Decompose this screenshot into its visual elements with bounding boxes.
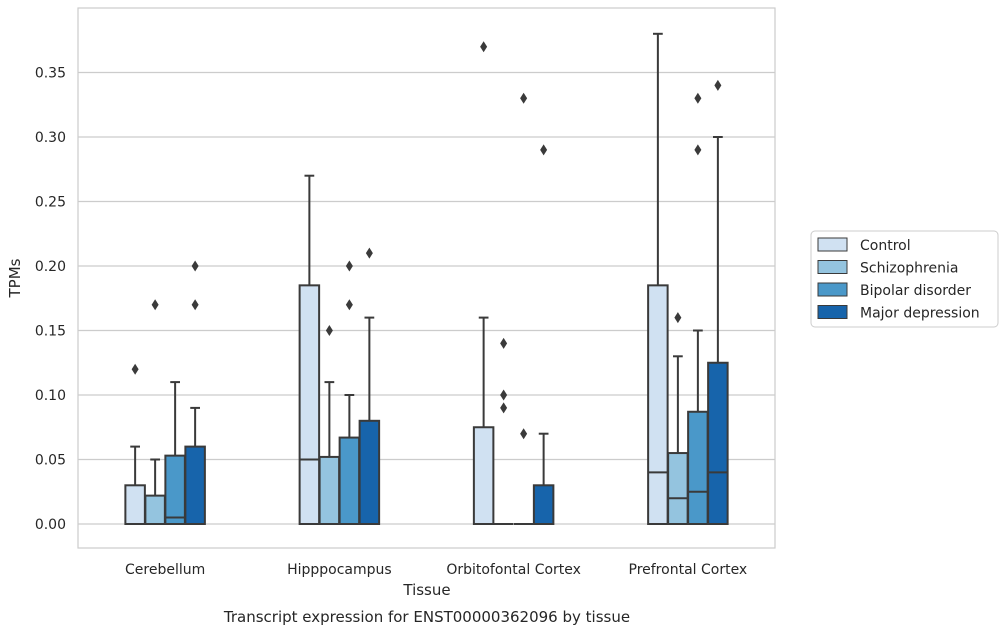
y-tick-label: 0.25 bbox=[35, 195, 66, 211]
legend-label: Control bbox=[860, 238, 911, 254]
box-body bbox=[144, 494, 166, 525]
box-bipolar-disorder bbox=[687, 92, 709, 525]
outlier-point bbox=[131, 363, 139, 375]
x-tick-label: Prefrontal Cortex bbox=[629, 562, 748, 578]
box-body bbox=[358, 419, 381, 525]
box-control bbox=[472, 41, 495, 525]
legend-swatch bbox=[817, 282, 848, 297]
outlier-point bbox=[365, 247, 373, 259]
box-body bbox=[184, 445, 206, 526]
box-body bbox=[667, 452, 689, 525]
legend-frame bbox=[810, 230, 999, 328]
outlier-point bbox=[151, 299, 159, 311]
box-body bbox=[687, 410, 709, 525]
box-body bbox=[338, 436, 361, 526]
outlier-point bbox=[191, 260, 199, 272]
box-body bbox=[707, 361, 729, 525]
box-bipolar-disorder bbox=[338, 260, 361, 526]
outlier-point bbox=[694, 144, 702, 156]
box-schizophrenia bbox=[667, 312, 689, 525]
y-tick-label: 0.05 bbox=[35, 453, 66, 469]
y-tick-labels: 0.00 0.05 0.10 0.15 0.20 0.25 0.30 0.35 bbox=[35, 66, 66, 534]
outlier-point bbox=[191, 299, 199, 311]
plot-area-frame bbox=[77, 7, 776, 549]
box-major-depression bbox=[358, 247, 381, 525]
x-tick-label: Orbitofontal Cortex bbox=[446, 562, 581, 578]
outlier-point bbox=[520, 92, 528, 104]
box-control bbox=[647, 32, 669, 525]
box-body bbox=[164, 454, 186, 526]
legend-swatch bbox=[817, 305, 848, 319]
box-bipolar-disorder bbox=[513, 92, 534, 525]
figure-caption: Transcript expression for ENST0000036209… bbox=[223, 608, 630, 626]
y-tick-label: 0.30 bbox=[35, 130, 66, 146]
box-major-depression bbox=[532, 144, 555, 525]
outlier-point bbox=[345, 260, 353, 272]
outlier-point bbox=[500, 389, 508, 401]
outlier-point bbox=[694, 92, 702, 104]
x-tick-label: Hipppocampus bbox=[287, 562, 392, 578]
x-tick-labels: Cerebellum Hipppocampus Orbitofontal Corte… bbox=[125, 562, 747, 578]
box-body bbox=[124, 484, 146, 525]
y-tick-label: 0.20 bbox=[35, 259, 66, 275]
outlier-point bbox=[540, 144, 548, 156]
x-tick-label: Cerebellum bbox=[125, 562, 205, 578]
box-body bbox=[318, 455, 341, 526]
box-schizophrenia bbox=[493, 337, 514, 525]
box-body bbox=[647, 284, 669, 525]
legend-label: Major depression bbox=[860, 306, 980, 322]
box-body bbox=[532, 484, 555, 525]
box-body bbox=[472, 426, 495, 525]
outlier-point bbox=[500, 402, 508, 414]
legend-swatch bbox=[817, 260, 848, 274]
outlier-point bbox=[714, 79, 722, 91]
outlier-point bbox=[500, 337, 508, 349]
y-axis-label: TPMs bbox=[6, 258, 24, 298]
outlier-point bbox=[520, 428, 528, 440]
legend-label: Bipolar disorder bbox=[860, 283, 971, 299]
legend-swatch bbox=[817, 237, 848, 252]
box-body bbox=[298, 284, 321, 525]
outlier-point bbox=[325, 325, 333, 336]
boxes bbox=[124, 32, 729, 526]
outlier-point bbox=[345, 299, 353, 311]
y-tick-label: 0.00 bbox=[35, 517, 66, 533]
box-schizophrenia bbox=[144, 299, 166, 525]
y-tick-label: 0.10 bbox=[35, 388, 66, 404]
box-major-depression bbox=[184, 260, 206, 526]
x-axis-label: Tissue bbox=[402, 581, 450, 599]
outlier-point bbox=[480, 41, 488, 53]
legend-label: Schizophrenia bbox=[860, 261, 958, 277]
box-major-depression bbox=[707, 79, 729, 525]
legend: Control Schizophrenia Bipolar disorder Majo… bbox=[810, 230, 999, 328]
y-tick-label: 0.35 bbox=[35, 66, 66, 82]
box-control bbox=[298, 174, 321, 525]
outlier-point bbox=[674, 312, 682, 324]
y-tick-label: 0.15 bbox=[35, 324, 66, 340]
